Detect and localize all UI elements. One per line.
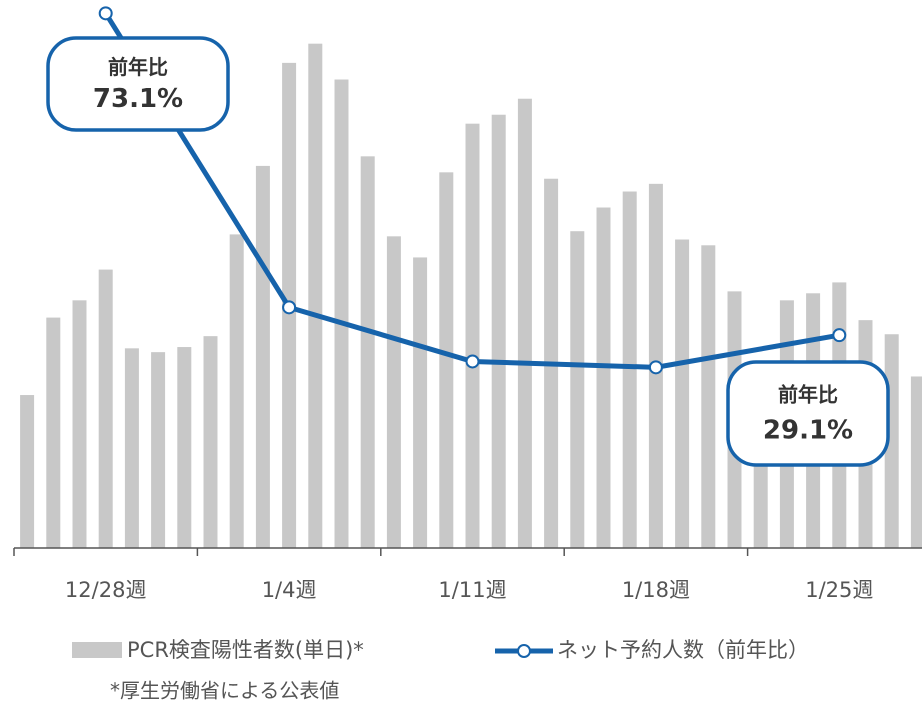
line-point [98, 6, 113, 21]
bar [491, 114, 506, 548]
line-point [648, 360, 663, 375]
bar [386, 236, 401, 548]
bar [622, 191, 637, 548]
data-label: 73.1% [93, 84, 183, 114]
x-tick-label: 1/25週 [805, 578, 873, 602]
x-tick-label: 1/11週 [438, 578, 506, 602]
x-tick-label: 12/28週 [65, 578, 147, 602]
bar [46, 317, 61, 548]
bar [596, 207, 611, 548]
bar [465, 123, 480, 549]
bar [203, 336, 218, 548]
bar [675, 239, 690, 548]
legend-marker [517, 644, 531, 658]
legend-label: PCR検査陽性者数(単日)* [127, 638, 364, 662]
bar [701, 245, 716, 548]
bar [334, 79, 349, 549]
bar [177, 347, 192, 548]
note: *厚生労働省による公表値 [110, 679, 339, 703]
bar [229, 234, 244, 548]
bar [255, 165, 270, 549]
bar [413, 257, 428, 548]
bar [308, 43, 323, 549]
bar [151, 352, 166, 548]
line-point [282, 300, 297, 315]
line-point [832, 328, 847, 343]
data-label: 29.1% [763, 416, 853, 446]
bar [72, 300, 87, 548]
legend-label: ネット予約人数（前年比） [557, 638, 809, 662]
bar [439, 172, 454, 548]
bar [20, 395, 35, 548]
x-tick-label: 1/18週 [622, 578, 690, 602]
bar [570, 231, 585, 548]
legend-swatch [72, 642, 122, 658]
callout-title: 前年比 [778, 382, 838, 406]
bar [124, 348, 139, 548]
x-tick-label: 1/4週 [262, 578, 317, 602]
callout-box [46, 36, 230, 132]
bar [910, 376, 922, 548]
line-point [465, 354, 480, 369]
bar [517, 98, 532, 548]
callout-box [726, 360, 890, 467]
bar [360, 156, 375, 548]
bar [98, 269, 113, 548]
callout-title: 前年比 [108, 55, 168, 79]
